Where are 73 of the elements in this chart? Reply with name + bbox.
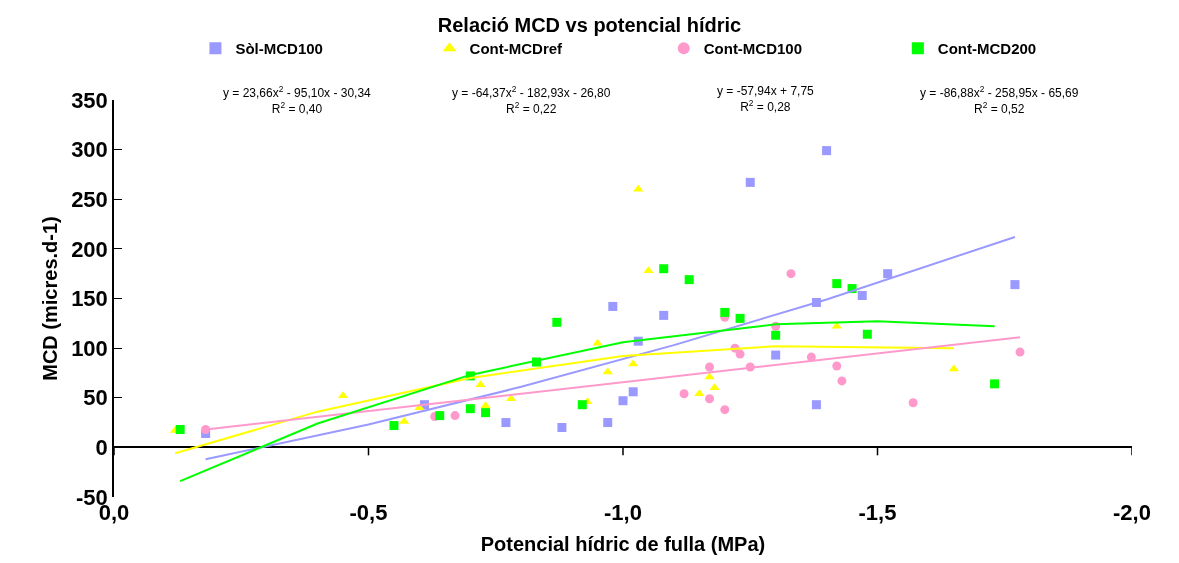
- x-tick-label: -0,5: [349, 500, 388, 525]
- point: [822, 146, 832, 156]
- point: [1010, 280, 1020, 290]
- point: [684, 275, 694, 285]
- point: [832, 361, 842, 371]
- point: [659, 310, 669, 320]
- y-tick-label: 200: [71, 236, 108, 262]
- point: [908, 398, 918, 408]
- point: [735, 313, 745, 323]
- point: [704, 372, 715, 380]
- point: [831, 321, 842, 329]
- legend-label: Cont-MCD200: [937, 39, 1037, 57]
- chart-title: Relació MCD vs potencial hídric: [437, 14, 742, 37]
- legend-label: Cont-MCD100: [703, 39, 803, 57]
- point: [628, 387, 638, 397]
- point: [475, 380, 486, 388]
- point: [786, 269, 796, 279]
- point: [735, 349, 745, 359]
- point: [465, 404, 475, 414]
- point: [633, 184, 644, 192]
- point: [679, 389, 689, 399]
- line-series: [174, 345, 955, 455]
- point: [501, 418, 511, 428]
- point: [608, 301, 618, 311]
- x-tick-label: -1,0: [604, 500, 642, 525]
- y-tick-label: 300: [71, 137, 108, 163]
- point: [481, 408, 491, 418]
- point: [811, 400, 821, 410]
- y-tick-label: 50: [83, 385, 108, 411]
- point: [709, 383, 720, 391]
- point: [1015, 347, 1025, 357]
- annotation: y = -64,37x$^{2}$ - 182,93x - 26,80 R$^{2}$ = 0,22: [452, 84, 611, 116]
- point: [389, 421, 399, 431]
- point: [603, 418, 613, 428]
- legend-label: Cont-MCDref: [469, 39, 564, 57]
- point: [659, 264, 669, 274]
- point: [557, 423, 567, 433]
- point: [883, 269, 893, 279]
- line-series: [179, 320, 996, 483]
- y-tick-label: 100: [71, 335, 108, 361]
- point: [771, 330, 781, 340]
- point: [837, 376, 847, 386]
- y-tick-label: 0: [95, 435, 108, 461]
- point: [705, 394, 715, 404]
- y-tick-label: 250: [71, 186, 108, 212]
- annotation: y = 23,66x$^{2}$ - 95,10x - 30,34 R$^{2}$ = 0,40: [223, 84, 372, 116]
- point: [990, 379, 1000, 389]
- annotation: y = -86,88x$^{2}$ - 258,95x - 65,69 R$^{2}$ = 0,52: [920, 84, 1079, 116]
- point: [857, 291, 867, 301]
- point: [602, 367, 613, 375]
- line-series: [204, 235, 1016, 461]
- point: [832, 279, 842, 289]
- point: [720, 405, 730, 415]
- x-tick-label: -2,0: [1113, 500, 1151, 525]
- x-tick-label: -1,5: [858, 500, 897, 525]
- point: [745, 177, 755, 187]
- point: [435, 411, 445, 421]
- point: [771, 350, 781, 360]
- point: [618, 396, 628, 406]
- point: [705, 362, 715, 372]
- y-tick-label: 350: [71, 87, 108, 113]
- point: [175, 425, 185, 435]
- point: [862, 329, 872, 339]
- point: [694, 389, 705, 397]
- x-axis-title: Potencial hídric de fulla (MPa): [480, 532, 766, 555]
- point: [450, 411, 460, 421]
- point: [577, 400, 587, 410]
- y-axis-title: MCD (micres.d-1): [39, 216, 62, 381]
- point: [552, 317, 562, 327]
- point: [720, 307, 730, 317]
- legend-label: Sòl-MCD100: [235, 39, 323, 57]
- y-tick-label: 150: [71, 286, 108, 312]
- annotation: y = -57,94x + 7,75 R$^{2}$ = 0,28: [717, 84, 815, 114]
